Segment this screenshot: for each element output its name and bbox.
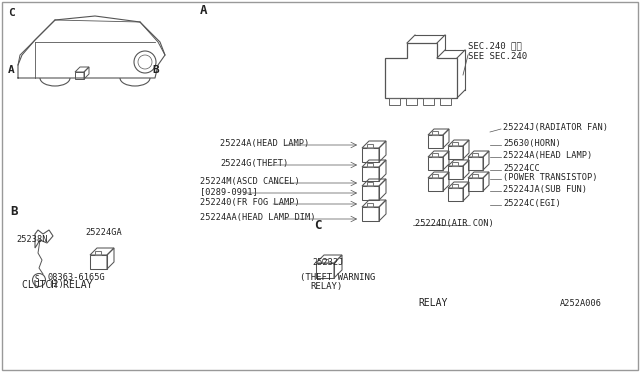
Bar	[95, 251, 101, 255]
Text: 25224CC: 25224CC	[503, 164, 540, 173]
Text: A: A	[8, 65, 15, 75]
Text: 08363-6165G: 08363-6165G	[48, 273, 106, 282]
Text: (2): (2)	[48, 280, 64, 289]
Text: CLUTCH RELAY: CLUTCH RELAY	[22, 280, 93, 290]
Text: 252240(FR FOG LAMP): 252240(FR FOG LAMP)	[200, 198, 300, 207]
Text: C: C	[314, 219, 321, 232]
Text: B: B	[10, 205, 17, 218]
Text: 25224G(THEFT): 25224G(THEFT)	[220, 159, 288, 168]
Text: (THEFT WARNING: (THEFT WARNING	[300, 273, 375, 282]
Text: SEC.240 参照: SEC.240 参照	[468, 41, 522, 50]
Bar	[432, 174, 438, 178]
Bar	[440, 98, 451, 105]
Bar	[472, 153, 478, 157]
Bar	[389, 98, 400, 105]
Bar	[423, 98, 434, 105]
Text: 25224C(EGI): 25224C(EGI)	[503, 199, 561, 208]
Text: 25630(HORN): 25630(HORN)	[503, 139, 561, 148]
Text: B: B	[152, 65, 159, 75]
Text: 25224AA(HEAD LAMP DIM): 25224AA(HEAD LAMP DIM)	[200, 213, 316, 222]
Text: (POWER TRANSISTOP): (POWER TRANSISTOP)	[503, 173, 598, 182]
Bar	[322, 259, 328, 263]
Text: 25232J: 25232J	[312, 258, 344, 267]
Bar	[432, 131, 438, 135]
Text: A: A	[200, 4, 207, 17]
Text: RELAY: RELAY	[418, 298, 447, 308]
Text: 25224GA: 25224GA	[85, 228, 122, 237]
Bar	[452, 184, 458, 188]
Text: 25224M(ASCD CANCEL): 25224M(ASCD CANCEL)	[200, 177, 300, 186]
Text: S: S	[35, 275, 39, 283]
Text: [0289-0991]: [0289-0991]	[200, 187, 258, 196]
Bar	[452, 142, 458, 146]
Text: 25224A(HEAD LAMP): 25224A(HEAD LAMP)	[220, 139, 309, 148]
Bar	[432, 153, 438, 157]
Bar	[367, 163, 373, 167]
Bar	[367, 203, 373, 207]
Text: C: C	[8, 8, 15, 18]
Text: 25224JA(SUB FUN): 25224JA(SUB FUN)	[503, 185, 587, 194]
Bar	[367, 182, 373, 186]
Text: 25224D(AIR CON): 25224D(AIR CON)	[415, 219, 493, 228]
Bar	[406, 98, 417, 105]
Text: 25238N: 25238N	[16, 235, 47, 244]
Bar	[452, 162, 458, 166]
Text: 25224J(RADIATOR FAN): 25224J(RADIATOR FAN)	[503, 123, 608, 132]
Text: 25224A(HEAD LAMP): 25224A(HEAD LAMP)	[503, 151, 592, 160]
Text: SEE SEC.240: SEE SEC.240	[468, 52, 527, 61]
Bar	[472, 174, 478, 178]
Bar	[367, 144, 373, 148]
Text: A252A006: A252A006	[560, 299, 602, 308]
Text: RELAY): RELAY)	[310, 282, 342, 291]
